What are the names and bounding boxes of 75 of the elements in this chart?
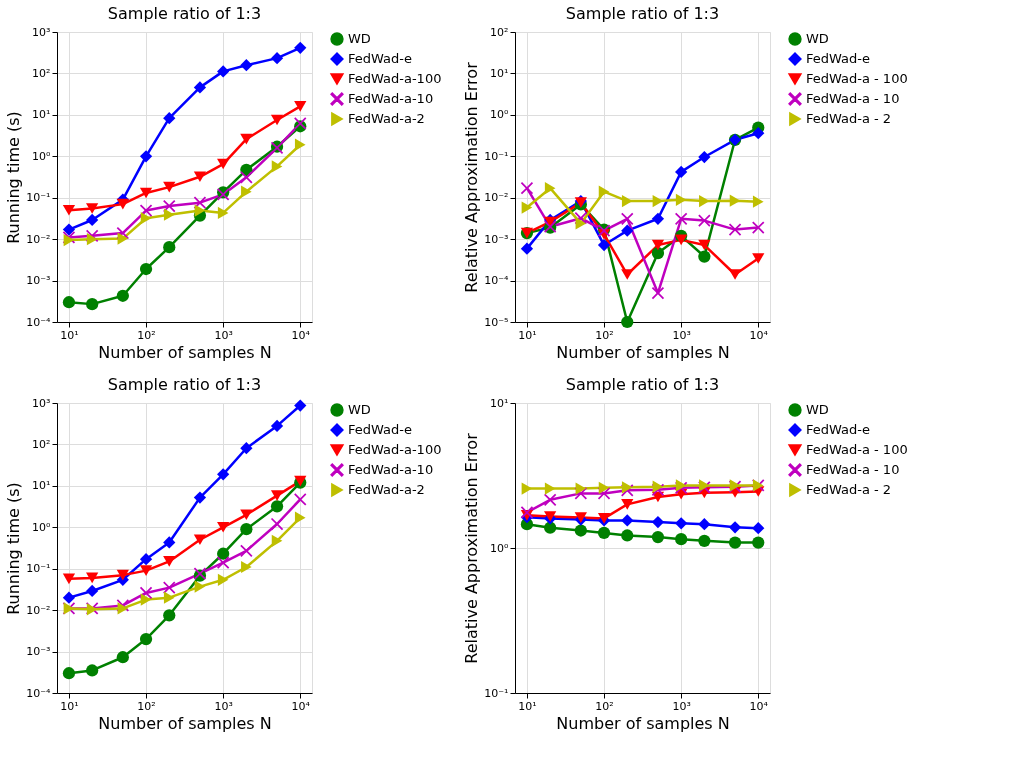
y-tick-label: 10¹ bbox=[32, 479, 51, 493]
x-tick-label: 10⁴ bbox=[291, 699, 311, 713]
legend-label: FedWad-e bbox=[348, 51, 412, 66]
legend-label: FedWad-a-10 bbox=[348, 91, 434, 106]
y-tick-label: 10⁻⁴ bbox=[484, 274, 510, 288]
legend-label: FedWad-a - 2 bbox=[806, 482, 892, 497]
legend-label: FedWad-a - 10 bbox=[806, 462, 900, 477]
y-axis-title: Running time (s) bbox=[4, 111, 24, 244]
y-tick-label: 10⁰ bbox=[490, 541, 510, 555]
y-tick-label: 10⁻⁵ bbox=[484, 315, 509, 329]
x-tick-label: 10² bbox=[595, 699, 614, 713]
x-tick-label: 10² bbox=[137, 328, 156, 342]
y-tick-label: 10¹ bbox=[32, 108, 51, 122]
y-tick-label: 10⁻¹ bbox=[26, 191, 51, 205]
x-tick-label: 10¹ bbox=[518, 699, 537, 713]
y-tick-label: 10² bbox=[32, 66, 51, 80]
x-axis-title: Number of samples N bbox=[98, 713, 272, 733]
legend-label: FedWad-e bbox=[806, 51, 870, 66]
legend-label: FedWad-a - 2 bbox=[806, 111, 892, 126]
chart-title: Sample ratio of 1:3 bbox=[565, 375, 720, 394]
legend-label: FedWad-a-100 bbox=[348, 442, 442, 457]
x-tick-label: 10² bbox=[137, 699, 156, 713]
y-tick-label: 10⁻³ bbox=[26, 274, 51, 288]
y-tick-label: 10⁰ bbox=[32, 149, 52, 163]
chart-title: Sample ratio of 1:3 bbox=[107, 375, 262, 394]
y-tick-label: 10⁻³ bbox=[26, 645, 51, 659]
legend-label: WD bbox=[348, 31, 371, 46]
y-tick-label: 10⁻² bbox=[26, 232, 51, 246]
y-tick-label: 10⁻² bbox=[26, 603, 51, 617]
x-axis-title: Number of samples N bbox=[98, 342, 272, 362]
x-tick-label: 10³ bbox=[214, 699, 233, 713]
y-tick-label: 10² bbox=[490, 25, 509, 39]
legend-label: WD bbox=[806, 31, 829, 46]
chart-title: Sample ratio of 1:3 bbox=[565, 4, 720, 23]
y-tick-label: 10³ bbox=[32, 25, 51, 39]
x-tick-label: 10³ bbox=[214, 328, 233, 342]
legend-label: FedWad-a-2 bbox=[348, 111, 425, 126]
legend-label: FedWad-e bbox=[348, 422, 412, 437]
y-tick-label: 10¹ bbox=[490, 396, 509, 410]
x-tick-label: 10² bbox=[595, 328, 614, 342]
chart-title: Sample ratio of 1:3 bbox=[107, 4, 262, 23]
x-tick-label: 10³ bbox=[672, 699, 691, 713]
legend-label: FedWad-a-100 bbox=[348, 71, 442, 86]
x-tick-label: 10⁴ bbox=[291, 328, 311, 342]
y-axis-title: Running time (s) bbox=[4, 482, 24, 615]
x-axis-title: Number of samples N bbox=[556, 342, 730, 362]
y-tick-label: 10⁻⁴ bbox=[26, 315, 52, 329]
y-tick-label: 10⁰ bbox=[32, 520, 52, 534]
legend-label: FedWad-a - 100 bbox=[806, 71, 908, 86]
y-axis-title: Relative Approximation Error bbox=[462, 432, 482, 664]
legend-label: FedWad-a - 10 bbox=[806, 91, 900, 106]
x-tick-label: 10¹ bbox=[60, 328, 79, 342]
x-tick-label: 10⁴ bbox=[749, 699, 769, 713]
legend-label: FedWad-a-2 bbox=[348, 482, 425, 497]
x-tick-label: 10¹ bbox=[518, 328, 537, 342]
y-tick-label: 10⁻¹ bbox=[26, 562, 51, 576]
legend-label: FedWad-a - 100 bbox=[806, 442, 908, 457]
legend-label: FedWad-e bbox=[806, 422, 870, 437]
x-tick-label: 10⁴ bbox=[749, 328, 769, 342]
y-tick-label: 10¹ bbox=[490, 66, 509, 80]
y-tick-label: 10⁰ bbox=[490, 108, 510, 122]
y-tick-label: 10⁻² bbox=[484, 191, 509, 205]
legend-label: WD bbox=[348, 402, 371, 417]
y-tick-label: 10³ bbox=[32, 396, 51, 410]
y-axis-title: Relative Approximation Error bbox=[462, 61, 482, 293]
y-tick-label: 10⁻¹ bbox=[484, 149, 509, 163]
y-tick-label: 10⁻³ bbox=[484, 232, 509, 246]
x-axis-title: Number of samples N bbox=[556, 713, 730, 733]
x-tick-label: 10¹ bbox=[60, 699, 79, 713]
y-tick-label: 10⁻¹ bbox=[484, 686, 509, 700]
y-tick-label: 10⁻⁴ bbox=[26, 686, 52, 700]
y-tick-label: 10² bbox=[32, 437, 51, 451]
x-tick-label: 10³ bbox=[672, 328, 691, 342]
legend-label: WD bbox=[806, 402, 829, 417]
legend-label: FedWad-a-10 bbox=[348, 462, 434, 477]
